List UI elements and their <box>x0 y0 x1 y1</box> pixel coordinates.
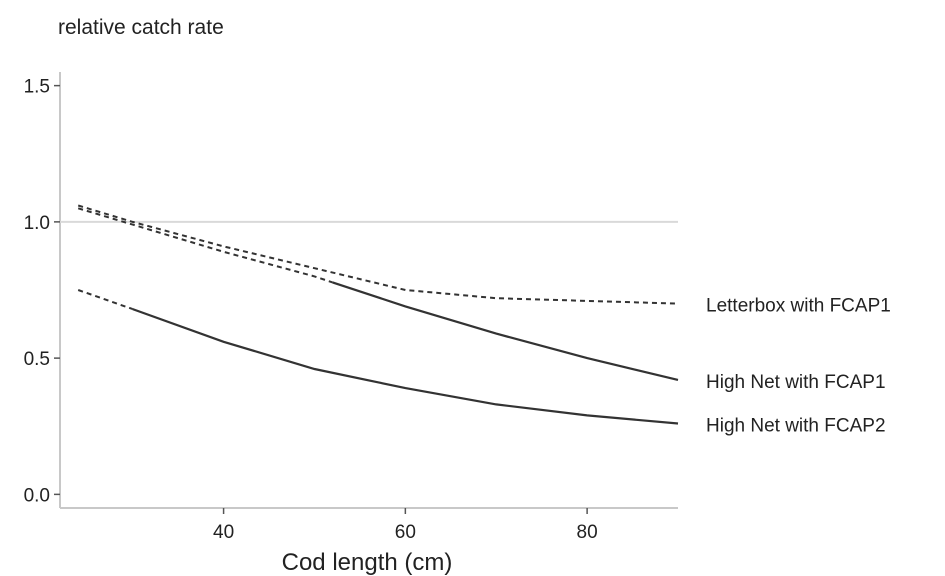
y-tick-label: 0.5 <box>24 349 50 370</box>
y-tick-label: 0.0 <box>24 485 50 506</box>
series-label: High Net with FCAP2 <box>706 416 886 437</box>
series-lines: Letterbox with FCAP1 High Net with FCAP1 H… <box>78 206 891 437</box>
x-tick-label: 60 <box>395 522 416 543</box>
series-line-solid-1 <box>333 282 678 380</box>
x-tick-label: 80 <box>577 522 598 543</box>
x-axis-label: Cod length (cm) <box>282 549 453 576</box>
series-label: Letterbox with FCAP1 <box>706 296 891 317</box>
x-tick-label: 40 <box>213 522 234 543</box>
y-tick-label: 1.5 <box>24 77 50 98</box>
series-line-0 <box>78 206 678 304</box>
axes: 0.0 0.5 1.0 1.5 40 60 80 <box>24 72 678 543</box>
y-tick-label: 1.0 <box>24 213 50 234</box>
series-label: High Net with FCAP1 <box>706 372 886 393</box>
chart-title: relative catch rate <box>58 16 224 39</box>
series-line-dashed-2 <box>78 290 133 309</box>
series-line-solid-2 <box>133 309 678 423</box>
series-line-dashed-1 <box>78 208 332 282</box>
